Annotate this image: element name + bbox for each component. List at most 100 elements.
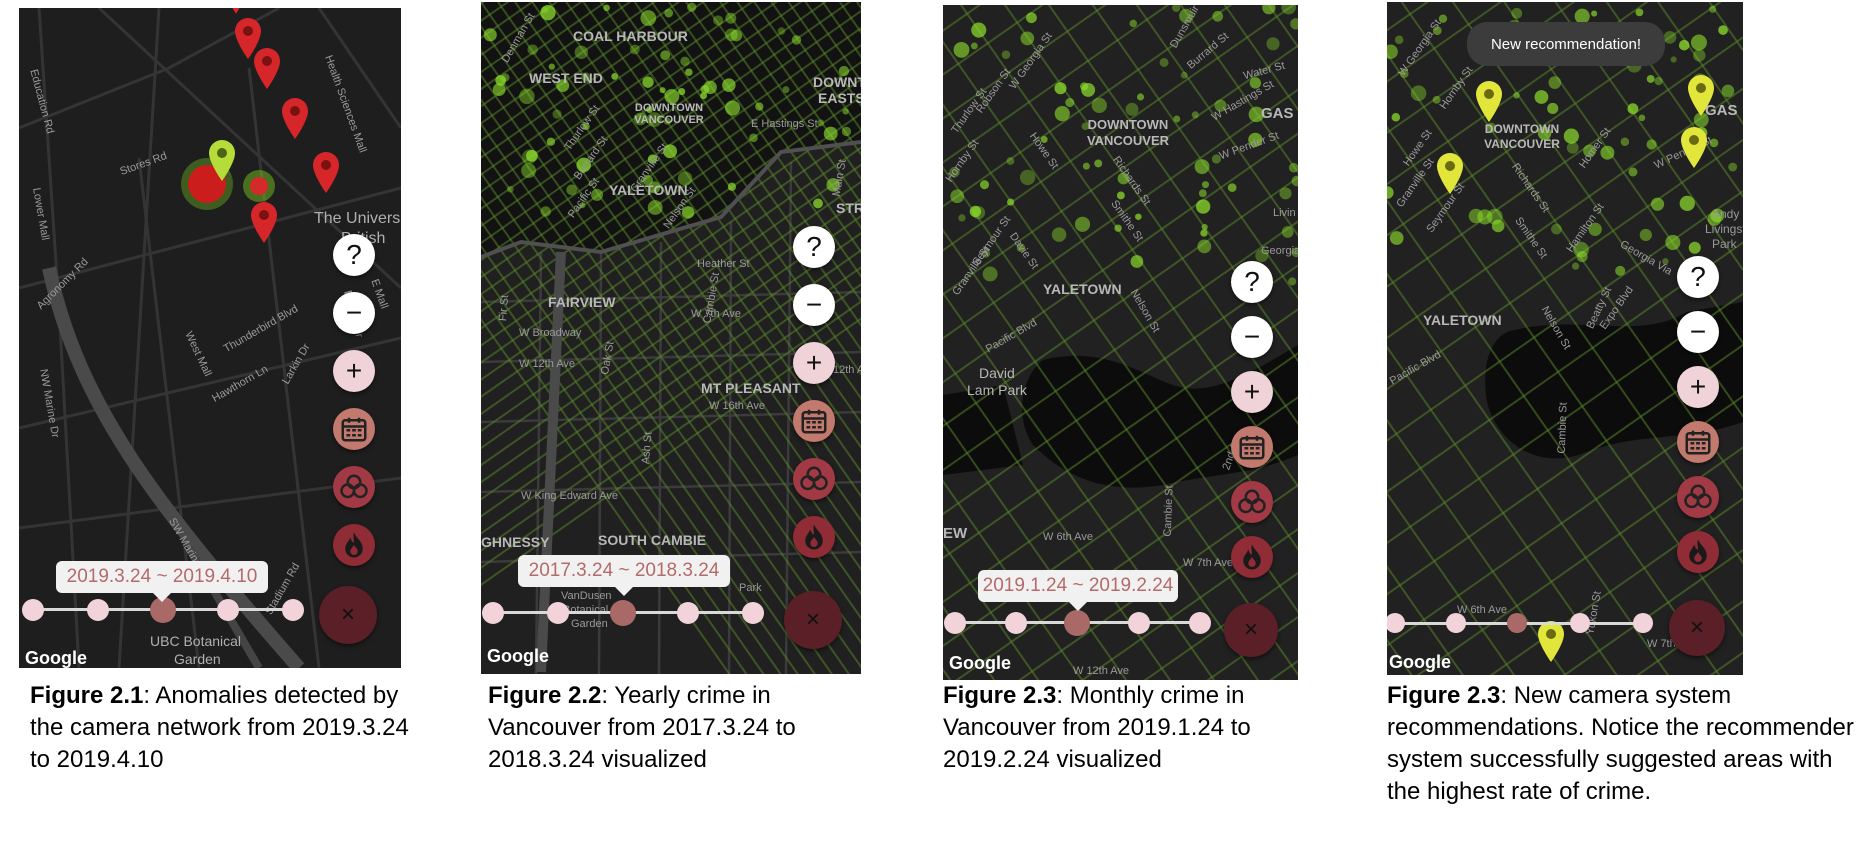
calendar-icon (1239, 435, 1265, 460)
crime-heat-spot (1728, 162, 1738, 172)
help-button[interactable]: ? (793, 226, 835, 268)
zoom-in-button[interactable]: + (1677, 366, 1719, 408)
crime-heat-spot (1688, 241, 1701, 254)
crime-heat-spot (591, 188, 604, 201)
street-line (1400, 2, 1743, 492)
crime-heat-spot (1054, 82, 1067, 95)
map-view-1[interactable]: Education Rd Stores Rd Thunderbird Blvd … (19, 8, 401, 668)
crime-heat-spot (552, 109, 562, 119)
caption-title: Figure 2.3 (1387, 682, 1501, 709)
crime-heat-spot (1248, 106, 1265, 123)
time-slider-stop[interactable] (1128, 612, 1150, 634)
street-line (481, 78, 861, 347)
crime-heat-spot (1491, 219, 1505, 233)
calendar-button[interactable] (1231, 426, 1273, 468)
close-button[interactable]: × (784, 591, 842, 649)
crime-heat-spot (663, 144, 678, 159)
anomaly-marker-icon[interactable] (233, 16, 263, 60)
time-slider-stop[interactable] (547, 602, 569, 624)
zoom-in-button[interactable]: + (793, 342, 835, 384)
time-slider-stop[interactable] (282, 599, 304, 621)
calendar-button[interactable] (793, 400, 835, 442)
camera-network-button[interactable] (1231, 481, 1273, 523)
time-slider-thumb[interactable] (610, 600, 636, 626)
heatmap-button[interactable] (1231, 536, 1273, 578)
heatmap-button[interactable] (1677, 531, 1719, 573)
time-slider-stop[interactable] (217, 599, 239, 621)
crime-heat-spot (1198, 189, 1207, 198)
time-slider-stop[interactable] (1570, 613, 1590, 633)
recommend-marker-icon[interactable] (1536, 618, 1566, 664)
time-slider-stop[interactable] (1633, 613, 1653, 633)
crime-heat-spot (1195, 199, 1211, 214)
help-button[interactable]: ? (1231, 261, 1273, 303)
camera-network-button[interactable] (1677, 476, 1719, 518)
map-view-4[interactable]: New recommendation! DOWNTOWN VANCOUVER Y… (1387, 2, 1743, 675)
close-button[interactable]: × (1224, 603, 1278, 657)
street-label: W 7th Ave (1183, 557, 1233, 569)
crime-heat-spot (958, 214, 966, 222)
crime-heat-spot (521, 163, 537, 179)
zoom-in-button[interactable]: + (1231, 371, 1273, 413)
calendar-button[interactable] (333, 408, 375, 450)
map-view-2[interactable]: COAL HARBOUR WEST END DOWNTOWN VANCOUVER… (481, 2, 861, 674)
time-slider-thumb[interactable] (1507, 613, 1527, 633)
time-slider-stop[interactable] (22, 599, 44, 621)
anomaly-marker-icon[interactable] (229, 8, 243, 14)
crime-heat-spot (1172, 5, 1181, 12)
recommend-marker-icon[interactable] (1435, 150, 1465, 196)
time-slider-stop[interactable] (1189, 612, 1211, 634)
street-line (1387, 52, 1743, 565)
map-view-3[interactable]: DOWNTOWN VANCOUVER YALETOWN David Lam Pa… (943, 5, 1298, 680)
crime-heat-spot (566, 184, 578, 196)
camera-network-button[interactable] (793, 458, 835, 500)
street-line (481, 146, 861, 416)
calendar-button[interactable] (1677, 421, 1719, 463)
time-slider-stop[interactable] (677, 602, 699, 624)
zoom-out-button[interactable]: − (1677, 311, 1719, 353)
crime-heat-spot (1654, 76, 1663, 86)
fire-icon (1243, 544, 1261, 570)
help-button[interactable]: ? (1677, 256, 1719, 298)
time-slider-stop[interactable] (482, 602, 504, 624)
crime-heat-spot (724, 28, 738, 42)
place-label: STR (836, 200, 861, 216)
street-line (481, 129, 861, 398)
anomaly-marker-icon[interactable] (280, 96, 310, 140)
help-button[interactable]: ? (333, 234, 375, 276)
crime-heat-spot (1040, 136, 1048, 143)
heatmap-button[interactable] (793, 516, 835, 558)
time-slider-thumb[interactable] (1064, 610, 1090, 636)
zoom-in-button[interactable]: + (333, 350, 375, 392)
anomaly-marker-icon[interactable] (252, 46, 282, 90)
crime-heat-spot (1690, 34, 1707, 51)
zoom-out-button[interactable]: − (1231, 316, 1273, 358)
time-slider-stop[interactable] (1446, 613, 1466, 633)
recommend-marker-icon[interactable] (1679, 124, 1709, 170)
crime-heat-spot (574, 45, 589, 60)
anomaly-marker-icon[interactable] (311, 150, 341, 194)
time-slider-stop[interactable] (1005, 612, 1027, 634)
close-icon: × (805, 606, 820, 633)
anomaly-marker-icon[interactable] (249, 200, 279, 244)
recommend-marker-icon[interactable] (1686, 72, 1716, 118)
street-line (943, 264, 1298, 516)
time-slider-stop[interactable] (742, 602, 764, 624)
time-slider-stop[interactable] (87, 599, 109, 621)
close-button[interactable]: × (319, 586, 377, 644)
street-label: Heather St (697, 258, 750, 270)
time-slider-stop[interactable] (1387, 613, 1405, 633)
heatmap-button[interactable] (333, 524, 375, 566)
zoom-out-button[interactable]: − (333, 292, 375, 334)
crime-heat-spot (970, 42, 978, 50)
place-label: WEST END (529, 70, 603, 86)
time-slider-stop[interactable] (944, 612, 966, 634)
crime-heat-spot (642, 174, 654, 186)
street-line (481, 220, 799, 674)
zoom-out-button[interactable]: − (793, 284, 835, 326)
recommend-marker-icon[interactable] (1474, 78, 1504, 124)
close-button[interactable]: × (1669, 600, 1725, 656)
recommend-marker-icon[interactable] (207, 138, 237, 182)
plus-icon: + (345, 355, 363, 386)
camera-network-button[interactable] (333, 466, 375, 508)
